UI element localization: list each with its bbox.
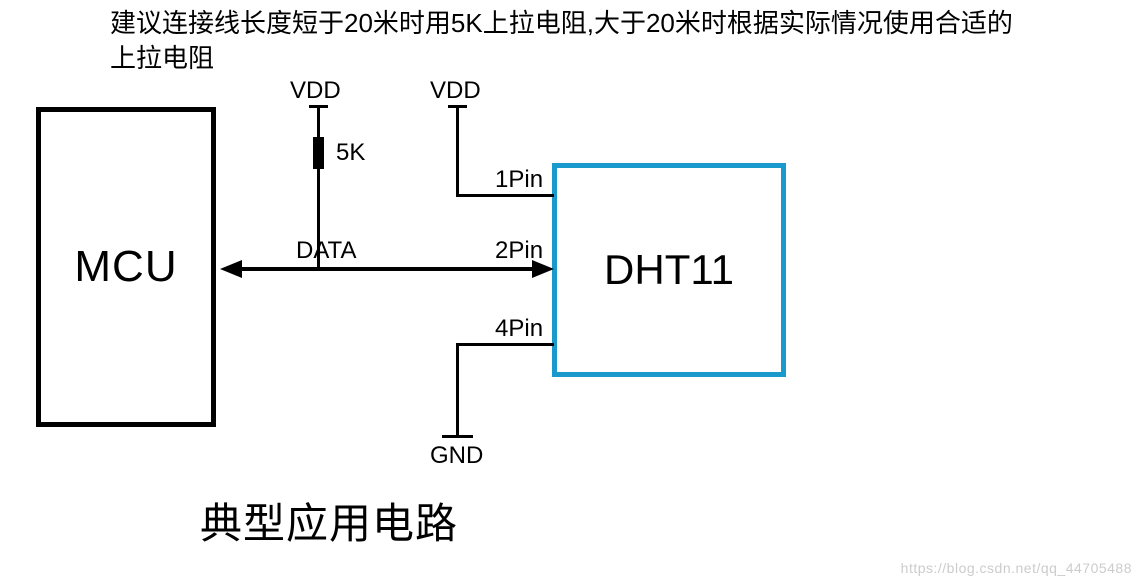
gnd-line: [456, 343, 459, 437]
pullup-resistor: [313, 137, 324, 169]
gnd-label: GND: [430, 442, 483, 470]
dht11-block: DHT11: [552, 163, 786, 377]
caption-text: 典型应用电路: [200, 490, 458, 551]
resistor-label: 5K: [336, 139, 365, 167]
pin1-line: [456, 194, 554, 197]
pin1-label: 1Pin: [495, 166, 543, 194]
pin4-label: 4Pin: [495, 315, 543, 343]
data-label: DATA: [296, 237, 356, 265]
pin2-label: 2Pin: [495, 237, 543, 265]
vdd2-label: VDD: [430, 77, 481, 105]
mcu-label: MCU: [74, 242, 177, 292]
circuit-diagram: MCU DHT11 DATA VDD 5K VDD 1Pin 2Pin 4Pin…: [10, 85, 1130, 555]
vdd2-line: [456, 107, 459, 197]
vdd1-tick: [309, 105, 328, 108]
data-line: [228, 267, 544, 271]
mcu-block: MCU: [36, 107, 216, 427]
description-text: 建议连接线长度短于20米时用5K上拉电阻,大于20米时根据实际情况使用合适的上拉…: [110, 6, 1030, 76]
vdd1-label: VDD: [290, 77, 341, 105]
dht11-label: DHT11: [604, 246, 734, 294]
arrow-left-icon: [220, 260, 242, 278]
vdd1-line-upper: [317, 107, 320, 137]
gnd-tick: [442, 435, 473, 438]
watermark-text: https://blog.csdn.net/qq_44705488: [901, 560, 1132, 576]
pin4-line: [456, 343, 554, 346]
vdd2-tick: [448, 105, 467, 108]
vdd1-line-lower: [317, 169, 320, 268]
